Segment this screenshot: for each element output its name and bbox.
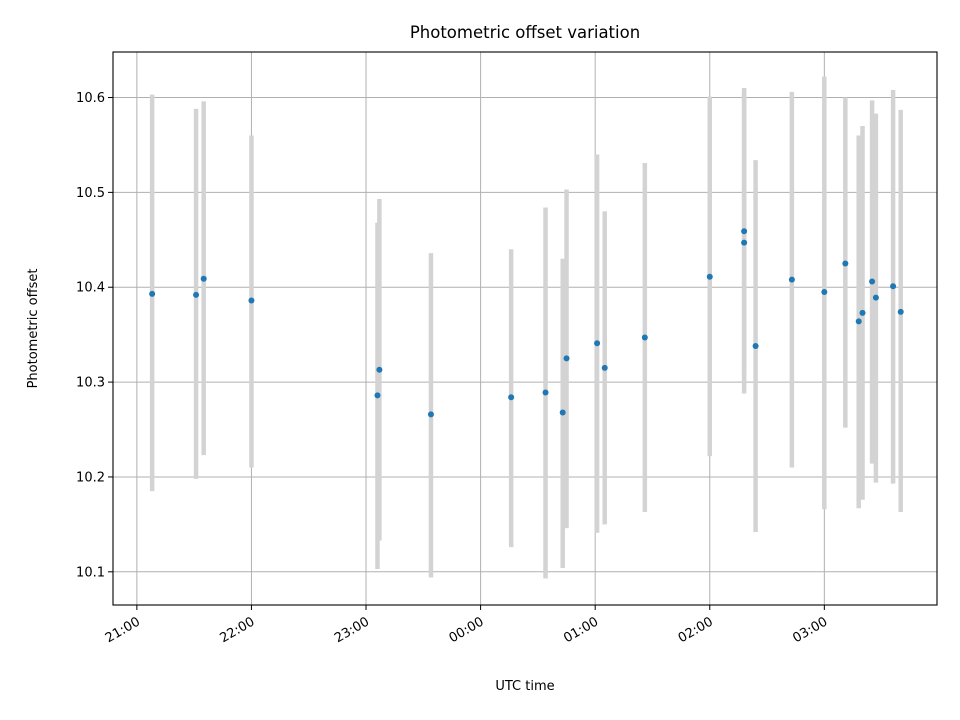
- data-point: [890, 283, 897, 290]
- y-tick-label: 10.1: [76, 565, 105, 580]
- data-point: [559, 409, 566, 416]
- data-point: [788, 276, 795, 283]
- y-tick-label: 10.5: [76, 186, 105, 201]
- data-point: [641, 334, 648, 341]
- data-point: [855, 318, 862, 325]
- data-point: [601, 364, 608, 371]
- data-point: [706, 273, 713, 280]
- data-point: [594, 340, 601, 347]
- data-point: [542, 389, 549, 396]
- data-point: [427, 411, 434, 418]
- data-point: [741, 228, 748, 235]
- y-tick-label: 10.4: [76, 281, 105, 296]
- y-axis-ticks: 10.1 10.2 10.3 10.4 10.5 10.6: [76, 91, 113, 580]
- data-point: [193, 291, 200, 298]
- y-axis-label: Photometric offset: [26, 269, 41, 389]
- data-points: [149, 228, 904, 418]
- data-point: [374, 392, 381, 399]
- data-point: [859, 309, 866, 316]
- data-point: [752, 343, 759, 350]
- y-tick-label: 10.6: [76, 91, 105, 106]
- data-point: [376, 366, 383, 373]
- plot-frame: [112, 51, 938, 606]
- y-tick-label: 10.2: [76, 470, 105, 485]
- data-point: [842, 260, 849, 267]
- data-point: [872, 294, 879, 301]
- chart-title: Photometric offset variation: [410, 23, 640, 42]
- data-point: [869, 278, 876, 285]
- data-point: [563, 355, 570, 362]
- data-point: [741, 239, 748, 246]
- x-axis-label: UTC time: [495, 679, 554, 694]
- data-point: [200, 275, 207, 282]
- data-point: [149, 290, 156, 297]
- data-point: [508, 394, 515, 401]
- data-point: [248, 297, 255, 304]
- y-tick-label: 10.3: [76, 376, 105, 391]
- data-point: [821, 288, 828, 295]
- data-point: [897, 308, 904, 315]
